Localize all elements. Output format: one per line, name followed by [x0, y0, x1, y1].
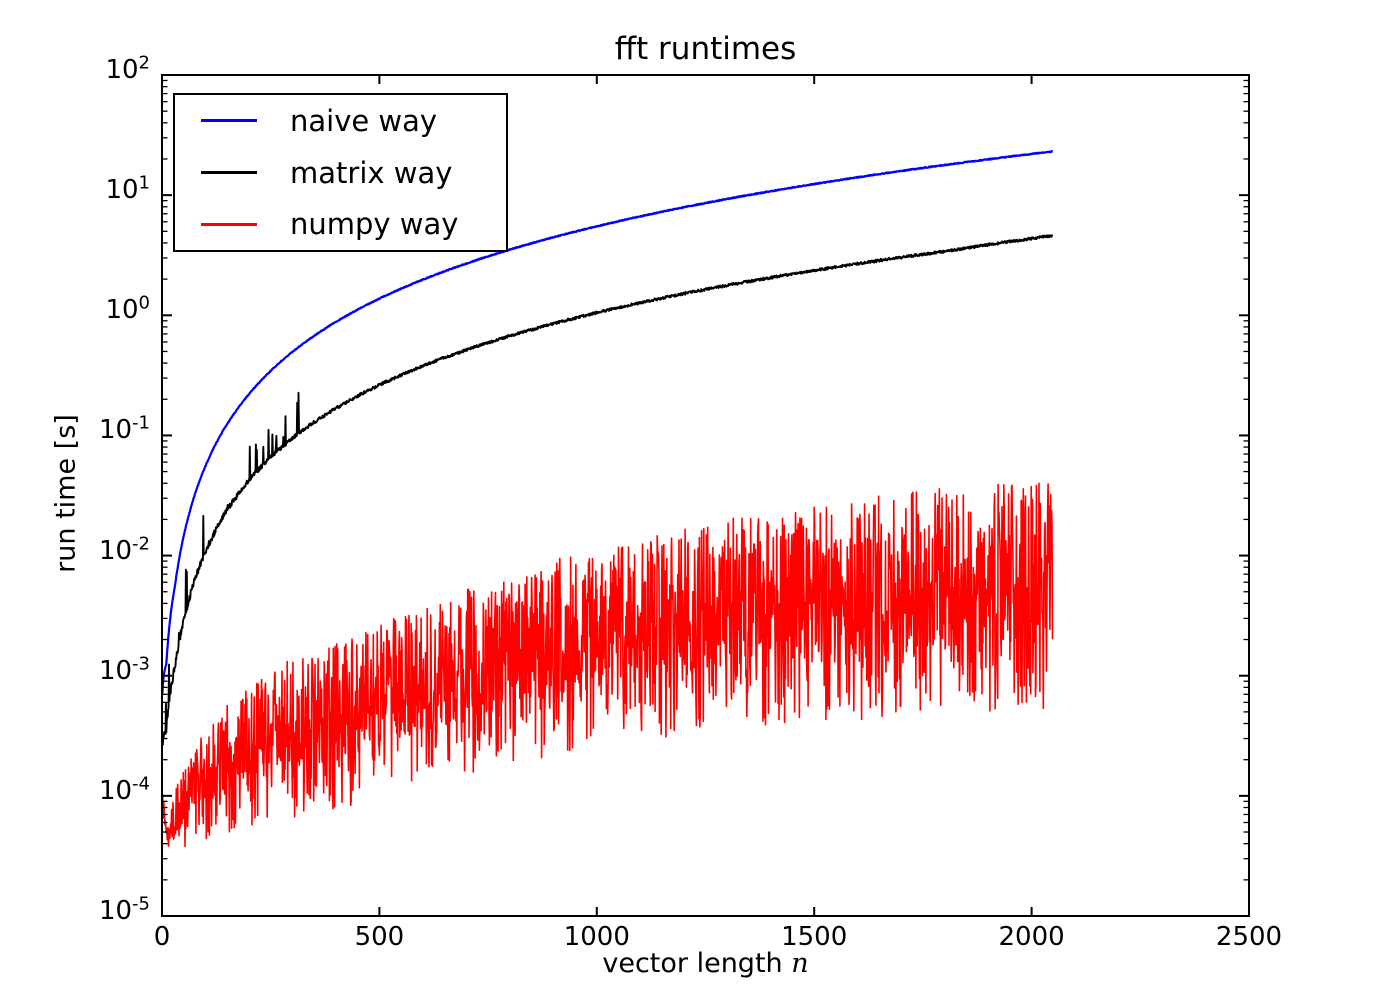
y-tick-label: 10-3	[98, 653, 150, 686]
legend-item-numpy-way: numpy way	[175, 198, 506, 250]
x-tick-label: 0	[153, 922, 171, 952]
x-axis-label-text: vector length	[602, 948, 783, 979]
legend-item-matrix-way: matrix way	[175, 147, 506, 199]
y-tick-label: 102	[105, 52, 150, 85]
x-axis-label: vector length n	[162, 948, 1249, 979]
series-matrix-way	[162, 234, 1054, 746]
legend-label: matrix way	[290, 155, 453, 190]
legend-item-naive-way: naive way	[175, 95, 506, 147]
legend-line-sample-numpy	[201, 222, 257, 226]
x-tick-label: 2500	[1215, 922, 1283, 952]
x-tick-label: 1000	[563, 922, 630, 952]
legend-line-sample-matrix	[201, 171, 257, 174]
legend-label: numpy way	[290, 207, 459, 242]
x-tick-label: 1500	[781, 922, 848, 952]
chart-title: fft runtimes	[614, 31, 797, 67]
y-tick-label: 10-4	[98, 773, 150, 806]
x-axis-label-variable: n	[791, 948, 809, 979]
y-tick-label: 10-2	[98, 532, 150, 566]
legend-label: naive way	[290, 103, 438, 138]
x-tick-label: 500	[354, 922, 405, 952]
y-axis-label: run time [s]	[50, 414, 82, 573]
series-numpy-way	[162, 482, 1054, 848]
y-tick-label: 10-5	[98, 893, 150, 926]
series-lines	[162, 150, 1054, 848]
x-tick-label: 2000	[998, 922, 1065, 952]
y-tick-label: 10-1	[98, 412, 150, 446]
legend-line-sample-naive	[201, 119, 257, 123]
y-tick-label: 101	[105, 172, 150, 206]
axes-frame	[161, 74, 1250, 917]
y-tick-label: 100	[105, 292, 150, 326]
series-naive-way	[162, 150, 1054, 695]
legend: naive way matrix way numpy way	[173, 93, 508, 252]
